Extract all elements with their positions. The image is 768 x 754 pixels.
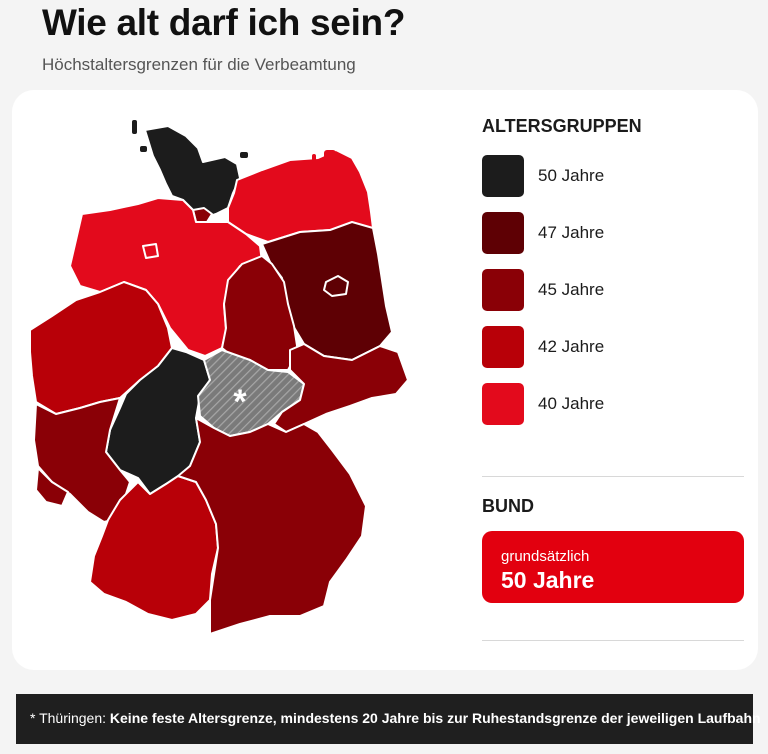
bund-small-text: grundsätzlich [501,548,590,565]
island-hiddensee [312,154,316,164]
legend-swatch-50 [482,155,524,197]
germany-map: * [29,120,409,635]
island-sylt [132,120,137,134]
legend-item-45: 45 Jahre [482,269,722,311]
footnote-body: Keine feste Altersgrenze, mindestens 20 … [109,710,761,726]
page-title: Wie alt darf ich sein? [42,2,406,43]
legend-title: ALTERSGRUPPEN [482,116,642,136]
legend-label-42: 42 Jahre [538,337,605,356]
legend-label-45: 45 Jahre [538,280,605,299]
page-subtitle: Höchstaltersgrenzen für die Verbeamtung [42,55,356,74]
state-thueringen[interactable] [197,349,305,437]
footnote-bar: * Thüringen: Keine feste Altersgrenze, m… [16,694,761,744]
state-bremen[interactable] [142,243,159,259]
legend-label-47: 47 Jahre [538,223,605,242]
legend-swatch-40 [482,383,524,425]
bund-box: grundsätzlich 50 Jahre [482,531,744,603]
island-foehr [140,146,147,152]
divider-bottom [482,640,744,641]
state-bayern[interactable] [177,417,367,635]
legend-item-42: 42 Jahre [482,326,722,368]
state-berlin[interactable] [323,275,349,297]
legend-swatch-42 [482,326,524,368]
legend-swatch-45 [482,269,524,311]
legend-label-50: 50 Jahre [538,166,605,185]
legend-item-40: 40 Jahre [482,383,722,425]
state-sachsen[interactable] [273,343,409,433]
legend-item-50: 50 Jahre [482,155,722,197]
thueringen-asterisk: * [233,383,247,421]
legend-item-47: 47 Jahre [482,212,722,254]
island-fehmarn [240,152,248,158]
footnote-prefix: * Thüringen: [30,710,107,726]
divider-top [482,476,744,477]
legend-label-40: 40 Jahre [538,394,605,413]
bund-title: BUND [482,496,534,516]
state-saarland[interactable] [35,467,69,507]
bund-big-text: 50 Jahre [501,567,595,593]
island-ruegen [324,150,336,164]
footnote-text: * Thüringen: Keine feste Altersgrenze, m… [30,710,761,726]
legend-swatch-47 [482,212,524,254]
